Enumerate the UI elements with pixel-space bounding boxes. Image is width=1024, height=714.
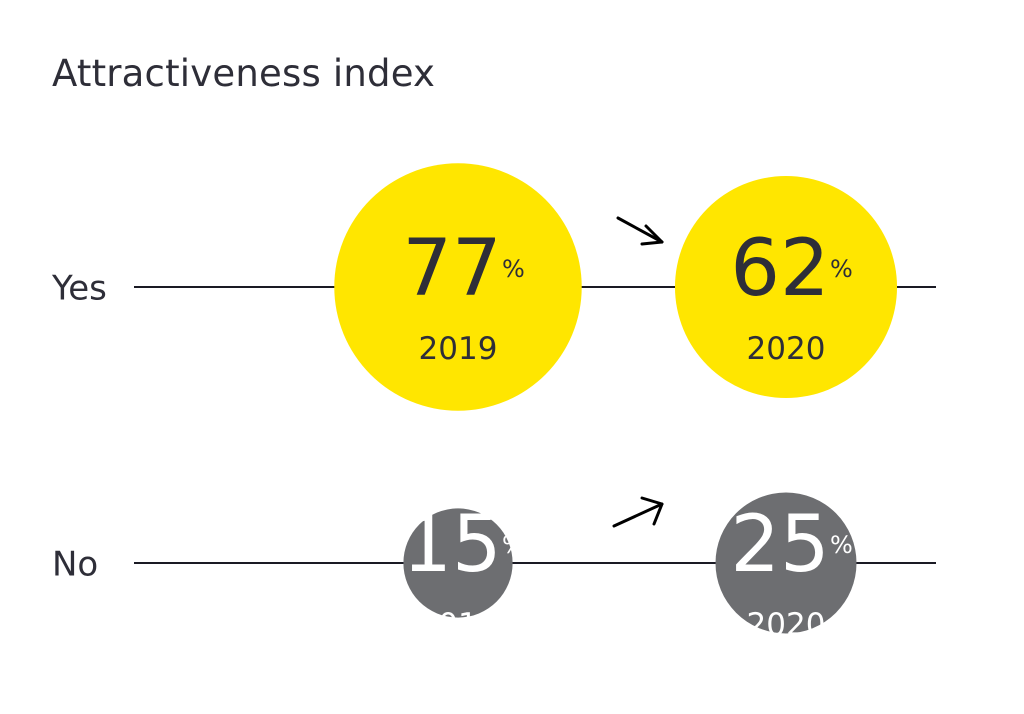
percent-sign-yes-2020: % [830, 255, 853, 283]
arrow-shaft [612, 502, 664, 528]
trend-arrow-yes-icon [616, 216, 664, 246]
chart-title: Attractiveness index [52, 52, 436, 95]
year-label-no-2020: 2020 [747, 607, 826, 643]
percent-sign-no-2019: % [502, 531, 525, 559]
year-label-no-2019: 2019 [419, 607, 498, 643]
bubble-no-2019 [403, 508, 513, 618]
year-label-yes-2020: 2020 [747, 331, 826, 367]
value-label-no-2019: 15 [402, 500, 501, 590]
value-label-yes-2019: 77 [402, 224, 501, 314]
arrow-head [640, 224, 664, 246]
arrow-head [640, 496, 664, 526]
bubble-yes-2019 [334, 163, 582, 411]
year-label-yes-2019: 2019 [419, 331, 498, 367]
row-label-no: No [52, 545, 98, 585]
value-label-no-2020: 25 [730, 500, 829, 590]
value-label-yes-2020: 62 [730, 224, 829, 314]
percent-sign-no-2020: % [830, 531, 853, 559]
row-label-yes: Yes [51, 269, 107, 309]
bubble-yes-2020 [674, 175, 898, 399]
arrow-shaft [616, 216, 664, 244]
bubble-no-2020 [715, 492, 857, 634]
percent-sign-yes-2019: % [502, 255, 525, 283]
trend-arrow-no-icon [612, 496, 664, 528]
